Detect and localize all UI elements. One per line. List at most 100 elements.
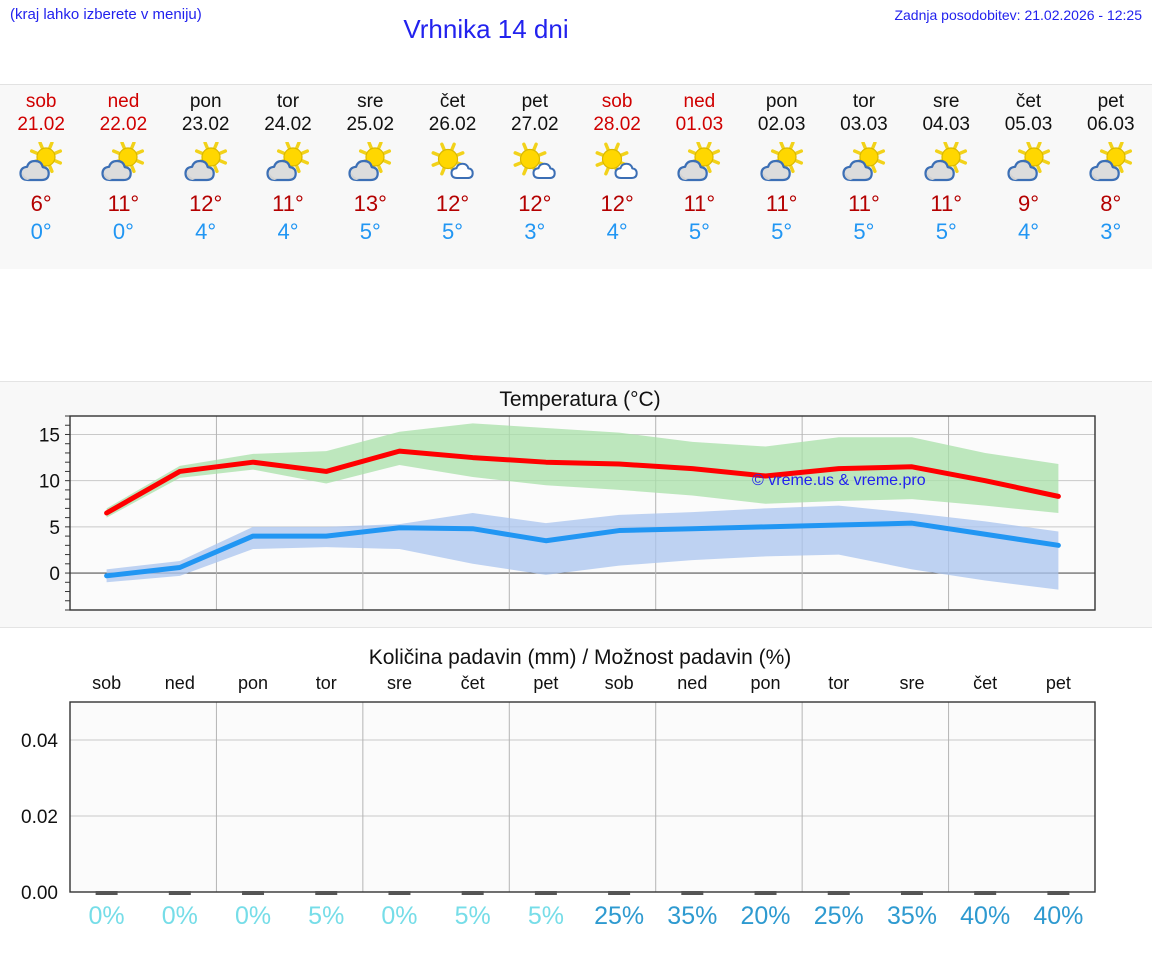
temperature-y-tick-label: 0 bbox=[49, 564, 60, 585]
sun-behind-cloud-icon bbox=[987, 138, 1069, 190]
sun-behind-cloud-icon bbox=[658, 138, 740, 190]
day-max-temperature: 11° bbox=[765, 191, 798, 216]
day-max-temperature: 6° bbox=[30, 191, 52, 216]
temperature-y-tick-label: 15 bbox=[39, 425, 60, 446]
day-column[interactable]: čet 26.02 12° 5° bbox=[411, 85, 493, 269]
day-max-temperature: 9° bbox=[1017, 191, 1040, 216]
day-column[interactable]: tor 24.02 11° 4° bbox=[247, 85, 329, 269]
day-date: 02.03 bbox=[757, 114, 806, 135]
precipitation-day-label: čet bbox=[973, 673, 997, 693]
day-date: 05.03 bbox=[1004, 114, 1053, 135]
day-column[interactable]: pet 27.02 12° 3° bbox=[494, 85, 576, 269]
day-date: 03.03 bbox=[840, 114, 888, 135]
precipitation-day-label: ned bbox=[165, 673, 195, 693]
day-name: pon bbox=[765, 91, 798, 112]
day-max-temperature: 11° bbox=[272, 191, 304, 216]
precipitation-day-label: tor bbox=[316, 673, 337, 693]
day-name: pet bbox=[1097, 91, 1124, 112]
sun-with-small-cloud-icon bbox=[411, 138, 493, 190]
day-column[interactable]: tor 03.03 11° 5° bbox=[823, 85, 905, 269]
day-column[interactable]: sre 04.03 11° 5° bbox=[905, 85, 987, 269]
day-min-temperature: 3° bbox=[1100, 219, 1122, 244]
precipitation-day-label: sob bbox=[92, 673, 121, 693]
sun-behind-cloud-icon bbox=[329, 138, 411, 190]
temperature-y-tick-label: 5 bbox=[49, 518, 60, 539]
day-min-temperature: 4° bbox=[277, 219, 299, 244]
sun-behind-cloud-icon bbox=[82, 138, 164, 190]
day-min-temperature: 5° bbox=[935, 219, 957, 244]
precipitation-day-label: sob bbox=[605, 673, 634, 693]
day-name: ned bbox=[683, 91, 716, 112]
precipitation-day-label: pet bbox=[1046, 673, 1071, 693]
day-date: 01.03 bbox=[675, 114, 724, 135]
precipitation-day-label: pon bbox=[238, 673, 268, 693]
day-column[interactable]: čet 05.03 9° 4° bbox=[987, 85, 1069, 269]
day-date: 22.02 bbox=[99, 114, 148, 135]
day-date: 24.02 bbox=[264, 114, 312, 135]
day-column[interactable]: pon 23.02 12° 4° bbox=[165, 85, 247, 269]
precipitation-day-label: sre bbox=[899, 673, 924, 693]
precipitation-probability-label: 25% bbox=[814, 902, 864, 930]
temperature-series-line bbox=[104, 520, 1061, 579]
day-min-temperature: 3° bbox=[524, 219, 546, 244]
precipitation-day-label: čet bbox=[461, 673, 485, 693]
temperature-chart-svg: 0 5 10 15 © vreme.us & vreme.pro bbox=[39, 415, 1096, 611]
day-name: ned bbox=[107, 91, 140, 112]
precipitation-chart-panel: Količina padavin (mm) / Možnost padavin … bbox=[0, 640, 1152, 975]
precipitation-probability-label: 5% bbox=[455, 902, 491, 930]
day-min-temperature: 5° bbox=[688, 219, 710, 244]
day-date: 06.03 bbox=[1087, 114, 1135, 135]
day-name: sre bbox=[933, 91, 960, 112]
day-date: 23.02 bbox=[181, 114, 230, 135]
day-column[interactable]: ned 22.02 11° 0° bbox=[82, 85, 164, 269]
temperature-chart-title: Temperatura (°C) bbox=[499, 388, 661, 411]
precipitation-chart-title: Količina padavin (mm) / Možnost padavin … bbox=[368, 646, 792, 669]
precipitation-y-tick-label: 0.02 bbox=[21, 807, 58, 828]
day-column[interactable]: sre 25.02 13° 5° bbox=[329, 85, 411, 269]
precipitation-probability-label: 20% bbox=[741, 902, 791, 930]
page-title: Vrhnika 14 dni bbox=[403, 14, 569, 44]
precipitation-day-label: pet bbox=[533, 673, 558, 693]
day-date: 27.02 bbox=[511, 114, 559, 135]
day-date: 25.02 bbox=[346, 114, 395, 135]
day-name: pet bbox=[521, 91, 549, 112]
temperature-range-band bbox=[106, 423, 1059, 518]
sun-behind-cloud-icon bbox=[165, 138, 247, 190]
day-min-temperature: 5° bbox=[442, 219, 464, 244]
day-date: 26.02 bbox=[428, 114, 477, 135]
precipitation-chart-svg: sob ned pon tor sre čet pet sob ned pon tor sre čet p… bbox=[21, 673, 1096, 930]
day-min-temperature: 0° bbox=[112, 219, 134, 244]
day-column[interactable]: pon 02.03 11° 5° bbox=[741, 85, 823, 269]
day-column[interactable]: pet 06.03 8° 3° bbox=[1070, 85, 1152, 269]
sun-with-small-cloud-icon bbox=[494, 138, 576, 190]
precipitation-probability-label: 25% bbox=[594, 902, 644, 930]
day-max-temperature: 11° bbox=[683, 191, 716, 216]
day-min-temperature: 0° bbox=[30, 219, 52, 244]
temperature-series-line bbox=[104, 448, 1061, 516]
precipitation-probability-label: 40% bbox=[1033, 902, 1083, 930]
day-max-temperature: 12° bbox=[435, 191, 470, 216]
day-max-temperature: 13° bbox=[353, 191, 387, 216]
precipitation-y-tick-label: 0.04 bbox=[21, 731, 58, 752]
day-max-temperature: 11° bbox=[107, 191, 140, 216]
day-column[interactable]: sob 21.02 6° 0° bbox=[0, 85, 82, 269]
precipitation-day-label: pon bbox=[751, 673, 781, 693]
day-name: tor bbox=[276, 91, 300, 112]
sun-with-small-cloud-icon bbox=[576, 138, 658, 190]
last-update-text: Zadnja posodobitev: 21.02.2026 - 12:25 bbox=[894, 7, 1142, 23]
day-max-temperature: 11° bbox=[848, 191, 880, 216]
day-column[interactable]: sob 28.02 12° 4° bbox=[576, 85, 658, 269]
spacer-band bbox=[0, 269, 1152, 381]
precipitation-probability-label: 5% bbox=[308, 902, 344, 930]
day-min-temperature: 5° bbox=[853, 219, 875, 244]
precipitation-y-tick-label: 0.00 bbox=[21, 883, 58, 904]
day-column[interactable]: ned 01.03 11° 5° bbox=[658, 85, 740, 269]
day-name: čet bbox=[439, 91, 466, 112]
day-min-temperature: 4° bbox=[606, 219, 628, 244]
day-min-temperature: 5° bbox=[359, 219, 381, 244]
day-name: sob bbox=[601, 91, 633, 112]
precipitation-day-label: tor bbox=[828, 673, 849, 693]
temperature-y-tick-label: 10 bbox=[39, 472, 60, 493]
day-name: tor bbox=[852, 91, 876, 112]
precipitation-day-label: ned bbox=[677, 673, 707, 693]
